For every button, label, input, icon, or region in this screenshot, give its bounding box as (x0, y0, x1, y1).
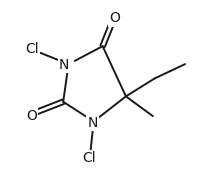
Text: N: N (87, 116, 98, 130)
Text: N: N (59, 58, 69, 72)
Text: O: O (26, 109, 37, 123)
Text: O: O (109, 11, 120, 25)
Text: Cl: Cl (82, 151, 96, 165)
Text: Cl: Cl (25, 42, 39, 56)
